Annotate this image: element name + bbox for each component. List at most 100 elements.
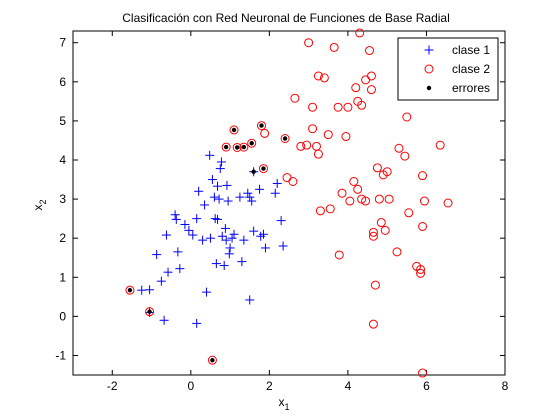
dot-point <box>251 169 256 174</box>
y-tick-label: 3 <box>59 192 66 206</box>
circle-point <box>280 134 290 143</box>
dot-point <box>231 127 237 133</box>
plus-point <box>223 196 233 206</box>
circle-point <box>290 93 300 103</box>
circle-point <box>345 196 355 206</box>
y-tick-label: 6 <box>59 75 66 89</box>
circle-point <box>257 121 267 131</box>
y-tick-label: 7 <box>59 36 66 50</box>
plus-point <box>245 295 255 305</box>
legend-marker-dot <box>426 85 432 91</box>
circle-point <box>382 167 392 177</box>
circle-point <box>308 124 318 134</box>
legend-label: clase 2 <box>452 62 490 76</box>
legend-label: clase 1 <box>452 43 490 57</box>
plus-point <box>171 214 181 224</box>
axis-ticks: -2 0 2 4 6 8 -1 0 1 2 3 4 5 6 7 <box>55 31 509 393</box>
circle-point <box>325 204 335 214</box>
legend-marker-plus <box>424 45 434 55</box>
chart-title: Clasificación con Red Neuronal de Funcio… <box>122 11 450 25</box>
plus-point <box>216 157 226 167</box>
circle-point <box>258 164 268 174</box>
circle-point <box>315 206 325 216</box>
dot-point <box>234 145 240 150</box>
circle-point <box>361 75 371 85</box>
circle-point <box>416 268 426 278</box>
plus-point <box>217 231 227 241</box>
legend: clase 1 clase 2 errores <box>397 37 499 101</box>
legend-marker-circle <box>424 64 434 74</box>
circle-point <box>313 149 323 159</box>
circle-point <box>239 142 249 152</box>
plus-point <box>188 230 198 240</box>
circle-point <box>145 307 155 317</box>
plus-point <box>219 261 229 271</box>
circle-point <box>376 218 386 228</box>
plus-point <box>245 192 255 202</box>
circle-point <box>435 140 445 150</box>
plus-point <box>156 276 166 286</box>
circle-point <box>337 188 347 198</box>
plus-point <box>205 233 215 243</box>
circle-point <box>372 163 382 173</box>
plus-point <box>243 188 253 198</box>
plus-point <box>224 249 234 259</box>
dot-point <box>210 357 215 363</box>
circle-point <box>419 196 429 206</box>
x-tick-label: 4 <box>345 379 352 393</box>
plus-point <box>221 235 231 245</box>
plus-point <box>270 188 280 198</box>
circle-point <box>365 46 375 56</box>
circle-point <box>333 102 343 112</box>
circle-point <box>319 73 329 83</box>
plus-point <box>214 194 224 204</box>
circle-point <box>392 247 402 257</box>
series-errores <box>127 123 288 363</box>
circle-point <box>229 125 239 135</box>
circle-point <box>418 171 428 181</box>
circle-point <box>384 194 394 204</box>
circle-point <box>368 231 378 241</box>
circle-point <box>308 102 318 112</box>
circle-point <box>416 264 426 274</box>
circle-point <box>418 221 428 231</box>
dot-point <box>241 144 247 150</box>
circle-point <box>313 71 323 81</box>
plus-point <box>184 225 194 235</box>
plus-point <box>215 164 225 174</box>
circle-point <box>361 196 371 206</box>
dot-point <box>223 144 229 150</box>
y-tick-label: 5 <box>59 114 66 128</box>
y-tick-label: 2 <box>59 231 66 245</box>
plus-point <box>161 230 171 240</box>
plus-point <box>200 200 210 210</box>
x-axis-label: x1 <box>278 395 289 412</box>
circle-point <box>402 112 412 122</box>
plus-point <box>175 264 185 274</box>
plus-point <box>145 285 155 295</box>
plus-point <box>255 184 265 194</box>
circle-point <box>366 85 376 95</box>
plus-point <box>209 192 219 202</box>
plus-point <box>173 247 183 257</box>
circle-point <box>349 177 359 186</box>
circle-point <box>368 319 378 329</box>
circle-point <box>380 225 390 235</box>
plus-point <box>180 220 190 229</box>
circle-point <box>418 368 428 378</box>
plus-point <box>207 175 217 185</box>
dot-point <box>282 136 288 141</box>
plus-point <box>235 192 245 202</box>
x-tick-label: 2 <box>266 379 273 393</box>
circle-point <box>232 142 242 152</box>
legend-label: errores <box>452 81 490 95</box>
circle-point <box>221 142 231 152</box>
circle-point <box>296 141 306 151</box>
circle-point <box>357 100 367 110</box>
circle-point <box>323 130 333 140</box>
circle-point <box>355 28 365 38</box>
circle-point <box>260 128 270 138</box>
plus-point <box>159 315 169 325</box>
circle-point <box>304 38 314 48</box>
plus-point <box>220 223 230 233</box>
